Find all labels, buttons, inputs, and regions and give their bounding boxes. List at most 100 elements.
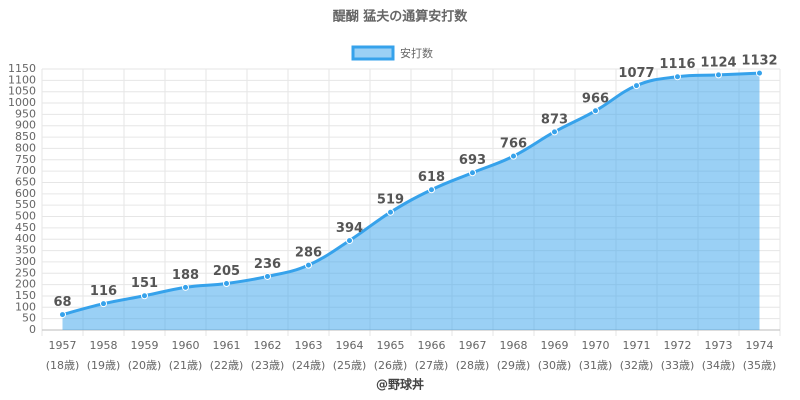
x-tick-label: (20歳)	[128, 359, 162, 372]
y-tick-label: 1150	[8, 62, 36, 75]
x-tick-label: (19歳)	[87, 359, 121, 372]
data-label: 1077	[618, 66, 654, 81]
point	[100, 300, 107, 308]
x-tick-label: 1971	[623, 339, 651, 352]
point	[469, 169, 476, 177]
y-tick-label: 400	[15, 232, 36, 245]
point	[551, 128, 558, 136]
x-tick-label: 1964	[336, 339, 364, 352]
data-label: 766	[500, 137, 527, 152]
point	[182, 283, 189, 291]
y-tick-label: 750	[15, 153, 36, 166]
point	[264, 272, 271, 280]
footer: @野球丼	[376, 377, 424, 392]
point	[59, 311, 66, 319]
y-tick-label: 500	[15, 210, 36, 223]
point	[510, 152, 517, 160]
x-tick-label: (35歳)	[743, 359, 777, 372]
y-tick-label: 600	[15, 187, 36, 200]
x-tick-label: 1957	[49, 339, 77, 352]
y-tick-label: 1000	[8, 96, 36, 109]
data-label: 394	[336, 221, 363, 236]
x-tick-label: 1973	[705, 339, 733, 352]
y-tick-label: 650	[15, 175, 36, 188]
point	[674, 73, 681, 81]
x-tick-label: (33歳)	[661, 359, 695, 372]
data-label: 693	[459, 153, 486, 168]
point	[387, 208, 394, 216]
data-label: 519	[377, 193, 404, 208]
x-tick-label: 1965	[377, 339, 405, 352]
legend-swatch	[351, 45, 395, 61]
x-tick-label: (24歳)	[292, 359, 326, 372]
y-tick-label: 700	[15, 164, 36, 177]
data-label: 68	[53, 295, 71, 310]
y-tick-label: 1100	[8, 73, 36, 86]
data-label: 188	[172, 268, 199, 283]
y-tick-label: 50	[22, 312, 36, 325]
data-label: 1116	[659, 57, 695, 72]
x-tick-label: 1972	[664, 339, 692, 352]
data-label: 286	[295, 246, 322, 261]
x-tick-label: 1974	[746, 339, 774, 352]
legend-label: 安打数	[400, 46, 433, 60]
x-tick-label: 1968	[500, 339, 528, 352]
point	[756, 69, 763, 77]
y-tick-label: 850	[15, 130, 36, 143]
data-label: 151	[131, 276, 158, 291]
point	[715, 71, 722, 79]
x-tick-label: 1960	[172, 339, 200, 352]
point	[633, 82, 640, 90]
y-tick-label: 950	[15, 107, 36, 120]
data-label: 873	[541, 112, 568, 127]
x-tick-label: (31歳)	[579, 359, 613, 372]
x-tick-label: (26歳)	[374, 359, 408, 372]
x-tick-label: (32歳)	[620, 359, 654, 372]
x-tick-label: (30歳)	[538, 359, 572, 372]
x-tick-label: 1967	[459, 339, 487, 352]
x-tick-label: (21歳)	[169, 359, 203, 372]
data-label: 116	[90, 284, 117, 299]
x-tick-label: 1961	[213, 339, 241, 352]
x-tick-label: (27歳)	[415, 359, 449, 372]
point	[141, 292, 148, 300]
y-tick-label: 0	[29, 323, 36, 336]
point	[223, 279, 230, 287]
y-tick-label: 450	[15, 221, 36, 234]
point	[592, 107, 599, 115]
y-tick-label: 350	[15, 244, 36, 257]
x-tick-label: 1959	[131, 339, 159, 352]
data-label: 618	[418, 170, 445, 185]
line	[62, 71, 760, 317]
x-tick-label: 1963	[295, 339, 323, 352]
x-tick-label: (29歳)	[497, 359, 531, 372]
y-tick-label: 900	[15, 119, 36, 132]
y-tick-label: 800	[15, 141, 36, 154]
data-label: 236	[254, 257, 281, 272]
data-label: 1124	[700, 55, 736, 70]
x-tick-label: 1969	[541, 339, 569, 352]
chart-title: 醍醐 猛夫の通算安打数	[333, 9, 469, 25]
x-tick-label: 1958	[90, 339, 118, 352]
y-tick-label: 150	[15, 289, 36, 302]
y-tick-label: 200	[15, 278, 36, 291]
point	[305, 261, 312, 269]
x-tick-label: 1970	[582, 339, 610, 352]
y-tick-label: 250	[15, 266, 36, 279]
x-tick-label: (28歳)	[456, 359, 490, 372]
x-tick-label: (25歳)	[333, 359, 367, 372]
y-tick-label: 300	[15, 255, 36, 268]
data-label: 1132	[741, 54, 777, 69]
y-tick-label: 550	[15, 198, 36, 211]
point	[346, 237, 353, 245]
x-tick-label: 1966	[418, 339, 446, 352]
point	[428, 186, 435, 194]
y-tick-label: 1050	[8, 85, 36, 98]
data-label: 205	[213, 264, 240, 279]
y-tick-label: 100	[15, 300, 36, 313]
data-label: 966	[582, 91, 609, 106]
x-tick-label: 1962	[254, 339, 282, 352]
x-tick-label: (34歳)	[702, 359, 736, 372]
